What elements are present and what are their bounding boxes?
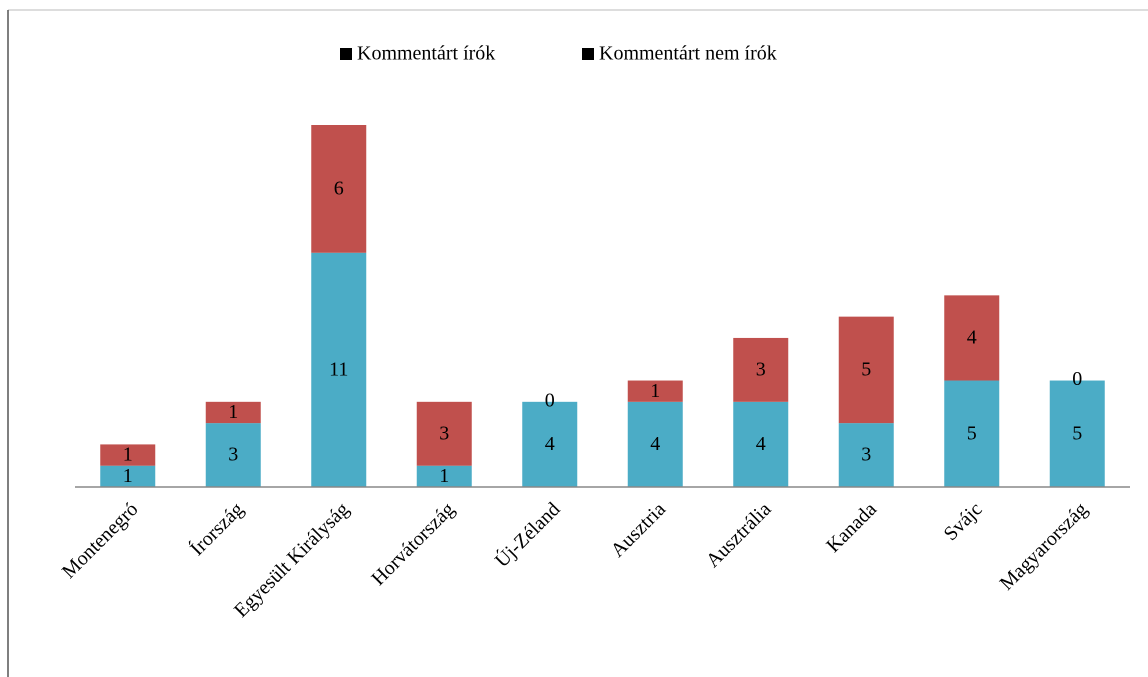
value-label: 1 [123,465,133,487]
bar-segment [205,401,261,424]
legend-marker [582,48,594,60]
value-label: 4 [967,327,977,349]
bar-segment [627,401,683,487]
legend-marker [340,48,352,60]
bar-segment [205,423,261,487]
value-label: 5 [967,422,977,444]
bar-segment [733,337,789,402]
x-tick-label: Ausztrália [702,498,776,572]
x-tick-label: Magyarország [996,498,1092,594]
value-label: 3 [861,444,871,466]
value-label: 1 [650,380,660,402]
value-label: 4 [650,433,660,455]
value-label: 3 [756,358,766,380]
value-label: 4 [545,433,555,455]
bar-segment [838,316,894,424]
bar-segment [100,444,156,466]
bar-segment [838,423,894,487]
bar-segment [416,401,472,466]
value-label: 1 [123,444,133,466]
bar-segment [627,380,683,402]
x-tick-label: Írország [185,498,248,561]
bar-segment [416,465,472,487]
x-tick-label: Kanada [822,498,881,557]
bar-segment [733,401,789,487]
x-tick-label: Ausztria [607,498,671,562]
bar-segment [522,401,578,487]
value-label: 1 [228,401,238,423]
bar-segment [944,295,1000,381]
value-label: 0 [545,389,555,411]
value-label: 0 [1072,368,1082,390]
value-label: 11 [329,358,348,380]
bar-segment [311,252,367,487]
value-label: 6 [334,177,344,199]
value-label: 4 [756,433,766,455]
bar-segment [1049,380,1105,487]
bar-segment [311,125,367,253]
bar-segment [100,465,156,487]
value-label: 1 [439,465,449,487]
x-tick-label: Svájc [940,498,987,545]
x-tick-label: Horvátország [367,498,459,590]
x-tick-label: Montenegró [58,498,143,583]
x-tick-label: Új-Zéland [489,497,564,572]
value-label: 5 [1072,422,1082,444]
value-label: 3 [228,444,238,466]
legend-label: Kommentárt nem írók [599,43,777,65]
x-tick-label: Egyesült Királyság [230,498,354,622]
value-label: 5 [861,358,871,380]
bar-segment [944,380,1000,487]
value-label: 3 [439,422,449,444]
legend-label: Kommentárt írók [357,43,495,65]
